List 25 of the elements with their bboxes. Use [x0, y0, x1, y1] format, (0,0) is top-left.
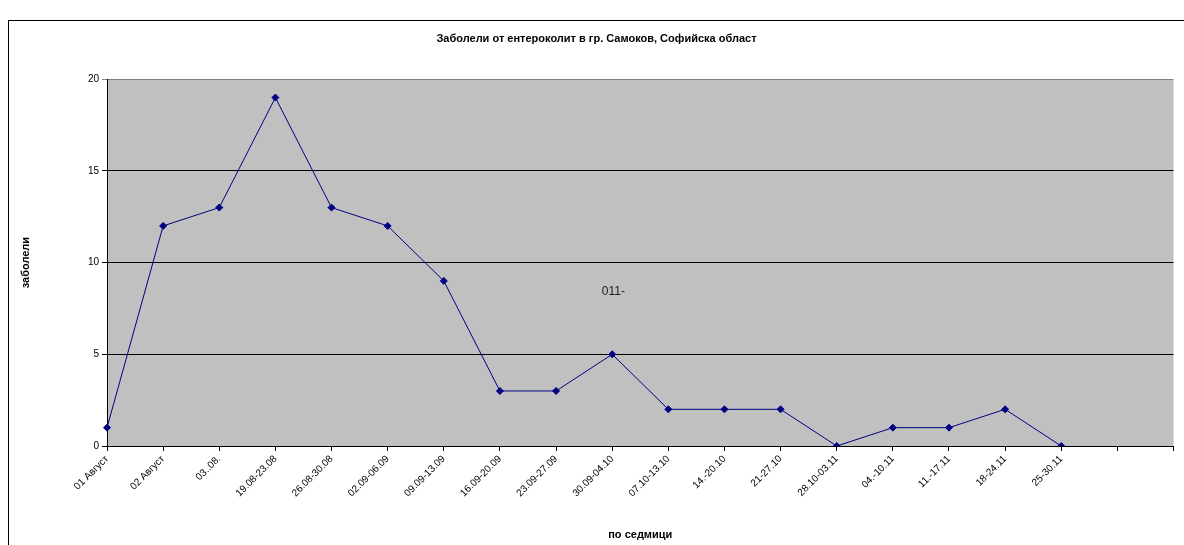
y-tick-label: 15 — [87, 164, 100, 176]
chart-title: Заболели от ентероколит в гр. Самоков, Софийска област — [436, 31, 758, 44]
point — [664, 405, 673, 414]
y-tick-label: 10 — [87, 256, 100, 268]
point — [383, 221, 392, 230]
point — [327, 203, 336, 212]
point — [103, 423, 111, 432]
point — [720, 405, 729, 414]
annotation: 011- — [601, 284, 625, 299]
y-tick-label: 5 — [93, 348, 100, 360]
point — [1001, 405, 1010, 414]
point — [776, 405, 785, 414]
y-tick-label: 0 — [93, 439, 100, 451]
point — [552, 386, 561, 395]
point — [271, 93, 280, 102]
x-axis-title: по седмици — [608, 528, 673, 541]
point — [495, 386, 504, 395]
y-tick-label: 20 — [87, 72, 100, 84]
point — [215, 203, 224, 212]
point — [608, 350, 617, 359]
point — [944, 423, 953, 432]
point — [439, 276, 448, 285]
y-axis-title: заболели — [18, 236, 31, 289]
point — [159, 221, 168, 230]
point — [888, 423, 897, 432]
